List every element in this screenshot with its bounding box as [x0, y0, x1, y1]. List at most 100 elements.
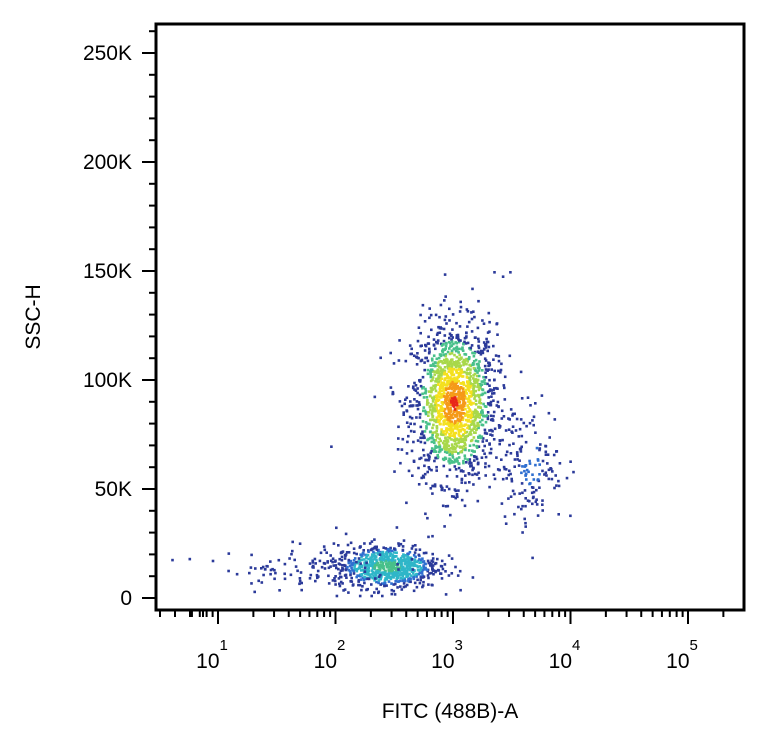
event-point	[446, 350, 450, 354]
event-point	[343, 557, 347, 560]
event-point	[536, 459, 540, 462]
event-point	[431, 433, 434, 437]
event-point	[523, 489, 527, 492]
event-point	[465, 461, 468, 464]
event-point	[434, 399, 438, 402]
event-point	[419, 331, 422, 335]
event-point	[344, 553, 348, 556]
event-point	[397, 544, 401, 547]
event-point	[463, 404, 466, 407]
y-tick-label: 200K	[83, 151, 132, 174]
event-point	[451, 416, 455, 420]
event-point	[455, 425, 459, 429]
event-point	[480, 380, 484, 383]
event-point	[448, 307, 451, 311]
event-point	[421, 584, 425, 587]
event-point	[524, 472, 528, 476]
event-point	[453, 363, 457, 367]
event-point	[315, 573, 319, 577]
event-point	[445, 474, 449, 478]
event-point	[535, 498, 538, 501]
event-point	[440, 407, 444, 410]
event-point	[373, 579, 376, 582]
event-point	[432, 572, 435, 576]
event-point	[387, 568, 390, 572]
event-point	[367, 550, 370, 554]
event-point	[457, 462, 460, 465]
event-point	[422, 406, 426, 409]
event-point	[479, 436, 483, 440]
event-point	[509, 271, 512, 274]
event-point	[410, 547, 414, 550]
event-point	[479, 353, 483, 356]
event-point	[388, 562, 391, 566]
event-point	[382, 565, 385, 568]
event-point	[442, 391, 446, 395]
event-point	[271, 567, 274, 571]
event-point	[438, 413, 441, 417]
event-point	[474, 389, 477, 393]
event-point	[365, 561, 368, 565]
event-point	[534, 463, 537, 467]
event-point	[371, 576, 375, 580]
event-point	[417, 466, 420, 470]
event-point	[471, 473, 474, 477]
event-point	[352, 569, 355, 573]
event-point	[407, 434, 410, 438]
event-point	[352, 561, 355, 565]
event-point	[541, 503, 544, 506]
event-point	[450, 340, 454, 343]
event-point	[429, 430, 432, 433]
event-point	[449, 403, 452, 407]
event-point	[398, 573, 402, 577]
event-point	[405, 421, 409, 424]
event-point	[422, 396, 426, 399]
event-point	[434, 450, 438, 453]
event-point	[496, 468, 500, 471]
event-point	[410, 574, 413, 577]
event-point	[392, 566, 395, 570]
event-point	[445, 322, 448, 325]
event-point	[446, 391, 450, 394]
event-point	[453, 385, 457, 388]
event-point	[311, 559, 314, 563]
event-point	[415, 400, 419, 403]
event-point	[419, 576, 423, 579]
event-point	[445, 451, 449, 454]
event-point	[288, 557, 291, 560]
event-point	[383, 571, 386, 574]
event-point	[439, 417, 442, 420]
event-point	[456, 418, 460, 422]
event-point	[171, 558, 174, 562]
event-point	[439, 415, 442, 418]
event-point	[466, 415, 470, 419]
event-point	[444, 353, 448, 356]
event-point	[410, 570, 414, 573]
event-point	[524, 525, 527, 528]
event-point	[481, 418, 484, 422]
event-point	[360, 558, 363, 562]
event-point	[289, 573, 293, 577]
event-point	[407, 577, 410, 581]
event-point	[485, 439, 488, 442]
event-point	[397, 580, 400, 583]
event-point	[443, 369, 446, 372]
event-point	[474, 358, 478, 362]
event-point	[458, 362, 461, 365]
event-point	[404, 554, 408, 557]
event-point	[422, 434, 426, 438]
event-point	[418, 548, 422, 551]
event-point	[467, 385, 471, 388]
event-point	[425, 425, 428, 428]
event-point	[455, 437, 459, 441]
event-point	[440, 559, 444, 563]
event-point	[470, 393, 474, 396]
event-point	[464, 407, 467, 411]
event-point	[440, 405, 443, 409]
event-point	[440, 374, 443, 377]
event-point	[462, 381, 466, 385]
event-point	[427, 390, 431, 393]
plot-frame	[154, 22, 746, 612]
event-point	[422, 560, 426, 563]
event-point	[352, 559, 356, 562]
